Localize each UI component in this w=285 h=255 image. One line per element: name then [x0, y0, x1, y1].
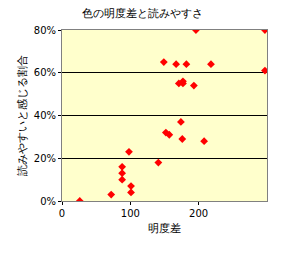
- svg-text:80%: 80%: [34, 25, 56, 36]
- svg-text:200: 200: [189, 208, 208, 219]
- svg-text:色の明度差と読みやすさ: 色の明度差と読みやすさ: [82, 7, 203, 20]
- svg-text:20%: 20%: [34, 153, 56, 164]
- svg-text:0%: 0%: [40, 196, 56, 207]
- svg-text:0: 0: [59, 208, 65, 219]
- svg-text:明度差: 明度差: [148, 222, 181, 235]
- svg-text:60%: 60%: [34, 67, 56, 78]
- svg-text:読みやすいと感じる割合: 読みやすいと感じる割合: [16, 55, 29, 176]
- svg-text:100: 100: [121, 208, 140, 219]
- svg-text:40%: 40%: [34, 110, 56, 121]
